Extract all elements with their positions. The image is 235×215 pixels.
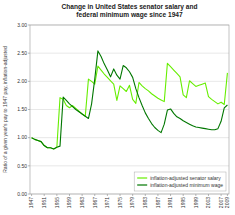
plot-area xyxy=(30,25,229,194)
x-tick-label: 1991 xyxy=(167,197,173,208)
grid-line xyxy=(30,109,229,110)
x-tick-label: 2003 xyxy=(205,197,211,208)
y-tick-label: 2.00 xyxy=(17,78,27,84)
x-tick-label: 1979 xyxy=(129,197,135,208)
series-group xyxy=(32,51,228,149)
x-tick-label: 1947 xyxy=(28,197,34,208)
x-tick-label: 1967 xyxy=(92,197,98,208)
x-tick-label: 2009 xyxy=(224,197,230,208)
x-tick-label: 2007 xyxy=(218,197,224,208)
grid-line xyxy=(30,165,229,166)
y-tick-label: 2.50 xyxy=(17,50,27,56)
x-tick-label: 1999 xyxy=(193,197,199,208)
x-tick-label: 1951 xyxy=(41,197,47,208)
title: Change in United States senator salary a… xyxy=(62,3,198,19)
y-tick-label: 0.50 xyxy=(17,163,27,169)
grid-line xyxy=(30,53,229,54)
y-tick-label: 1.00 xyxy=(17,134,27,140)
y-tick-label: 0.00 xyxy=(17,191,27,197)
grid-line xyxy=(30,137,229,138)
x-tick-label: 1995 xyxy=(180,197,186,208)
legend-frame xyxy=(134,172,226,191)
y-axis-label: Ratio of a given year's pay to 1947 pay,… xyxy=(2,46,8,173)
legend: inflation-adjusted senator salaryinflati… xyxy=(134,172,226,191)
legend-swatch xyxy=(137,177,147,178)
legend-swatch xyxy=(137,184,147,185)
y-tick-label: 3.00 xyxy=(17,22,27,28)
legend-label: inflation-adjusted senator salary xyxy=(150,175,221,181)
plot-frame xyxy=(30,25,229,194)
x-tick-label: 1971 xyxy=(104,197,110,208)
x-tick-label: 1975 xyxy=(117,197,123,208)
legend-label: inflation-adjusted minimum wage xyxy=(150,182,223,188)
x-tick-label: 1963 xyxy=(79,197,85,208)
y-tick-label: 1.50 xyxy=(17,106,27,112)
grid-line xyxy=(30,81,229,82)
x-tick-label: 1987 xyxy=(155,197,161,208)
x-tick-label: 1983 xyxy=(142,197,148,208)
x-tick-label: 1955 xyxy=(54,197,60,208)
x-tick-label: 1959 xyxy=(66,197,72,208)
chart: Change in United States senator salary a… xyxy=(0,0,235,215)
series-line xyxy=(32,51,228,149)
